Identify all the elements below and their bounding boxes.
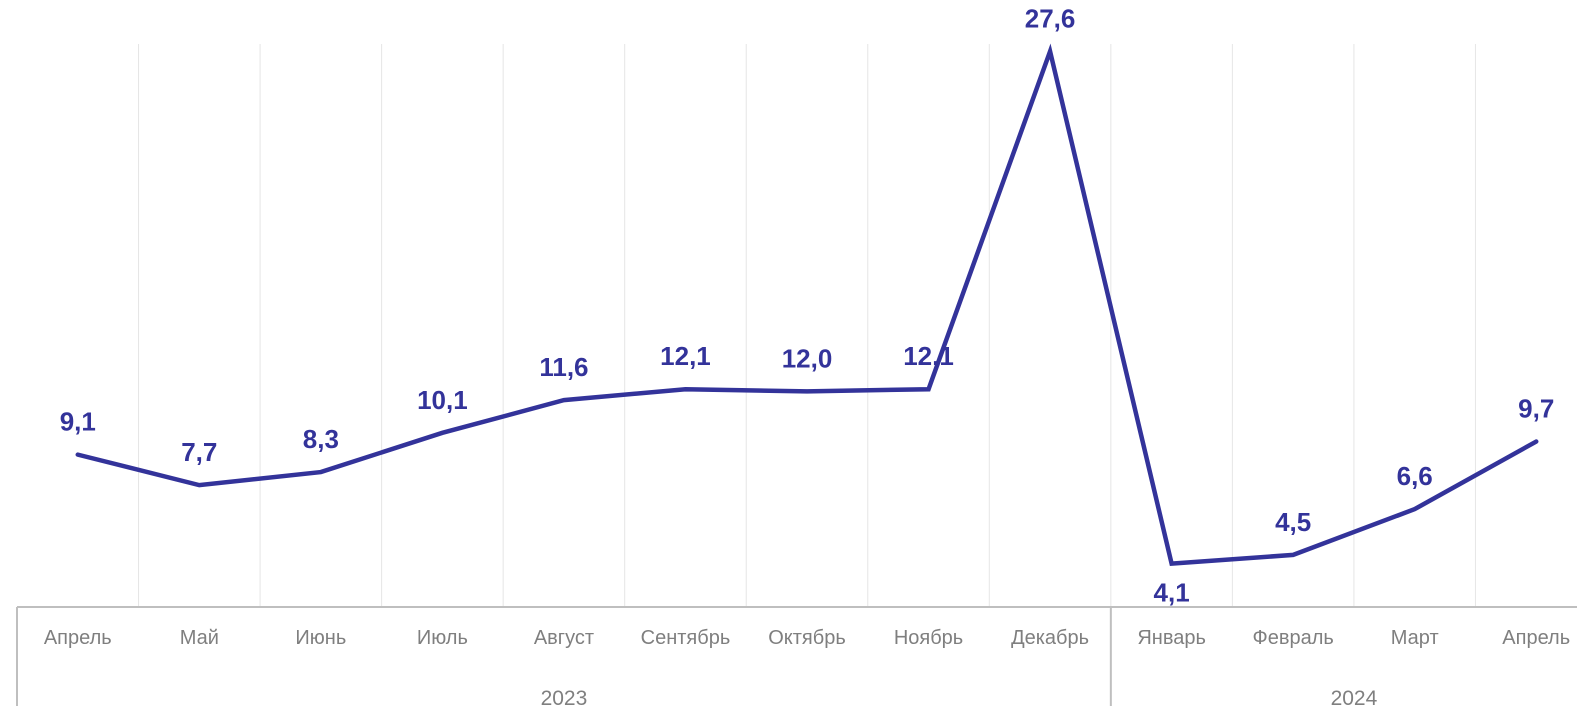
category-label: Август	[534, 627, 594, 649]
data-label: 12,1	[903, 341, 954, 371]
category-label: Май	[180, 627, 219, 649]
category-label: Июнь	[295, 627, 346, 649]
x-axis	[16, 606, 1577, 706]
category-label: Апрель	[1502, 627, 1570, 649]
data-labels: 9,1 7,7 8,3 10,1 11,6 12,1 12,0 12,1 27,6 4,1 4,5 6…	[60, 3, 1555, 607]
category-label: Ноябрь	[894, 627, 963, 649]
year-label: 2023	[541, 687, 588, 710]
data-label: 12,1	[660, 341, 711, 371]
year-group-labels: 2023 2024	[541, 687, 1378, 710]
category-label: Март	[1391, 627, 1439, 649]
data-label: 27,6	[1025, 3, 1076, 33]
data-label: 4,1	[1154, 578, 1190, 608]
year-label: 2024	[1331, 687, 1378, 710]
data-label: 9,1	[60, 407, 96, 437]
category-label: Февраль	[1253, 627, 1334, 649]
category-label: Июль	[417, 627, 468, 649]
vertical-gridlines	[138, 44, 1476, 607]
data-label: 11,6	[539, 352, 588, 382]
category-label: Апрель	[44, 627, 112, 649]
category-label: Сентябрь	[641, 627, 731, 649]
data-label: 6,6	[1397, 461, 1433, 491]
category-label: Декабрь	[1011, 627, 1089, 649]
category-label: Октябрь	[768, 627, 846, 649]
data-label: 10,1	[417, 385, 468, 415]
category-labels: Апрель Май Июнь Июль Август Сентябрь Октябрь Но…	[44, 627, 1570, 649]
category-label: Январь	[1137, 627, 1206, 649]
data-label: 7,7	[181, 437, 217, 467]
data-label: 4,5	[1275, 507, 1311, 537]
series-line	[75, 43, 1539, 567]
series-lines	[75, 43, 1539, 567]
data-label: 8,3	[303, 424, 339, 454]
data-label: 12,0	[782, 343, 833, 373]
data-label: 9,7	[1518, 394, 1554, 424]
